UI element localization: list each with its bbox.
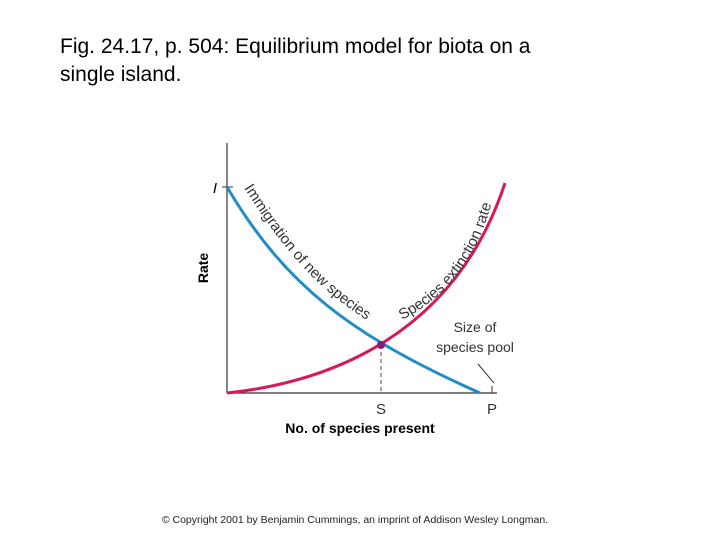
extinction-curve <box>226 182 507 395</box>
immigration-curve <box>225 186 481 395</box>
curve-label: Immigration of new species <box>241 181 374 323</box>
annotation: species pool <box>436 339 514 355</box>
annotation: Size of <box>454 319 497 335</box>
title-line: single island. <box>60 63 182 86</box>
x-axis-label: No. of species present <box>285 420 435 436</box>
copyright: © Copyright 2001 by Benjamin Cummings, a… <box>162 514 548 526</box>
immigration-label: Immigration of new species <box>241 181 374 323</box>
title-line: Fig. 24.17, p. 504: Equilibrium model fo… <box>60 35 531 58</box>
curve-label: Species extinction rate <box>396 200 495 323</box>
y-axis-label: Rate <box>195 253 211 284</box>
annotation-pointer <box>477 363 495 384</box>
equilibrium-point <box>377 341 385 349</box>
x-marker: S <box>376 401 386 418</box>
x-marker: P <box>487 401 497 418</box>
y-marker: I <box>213 180 217 197</box>
extinction-label: Species extinction rate <box>396 200 495 323</box>
